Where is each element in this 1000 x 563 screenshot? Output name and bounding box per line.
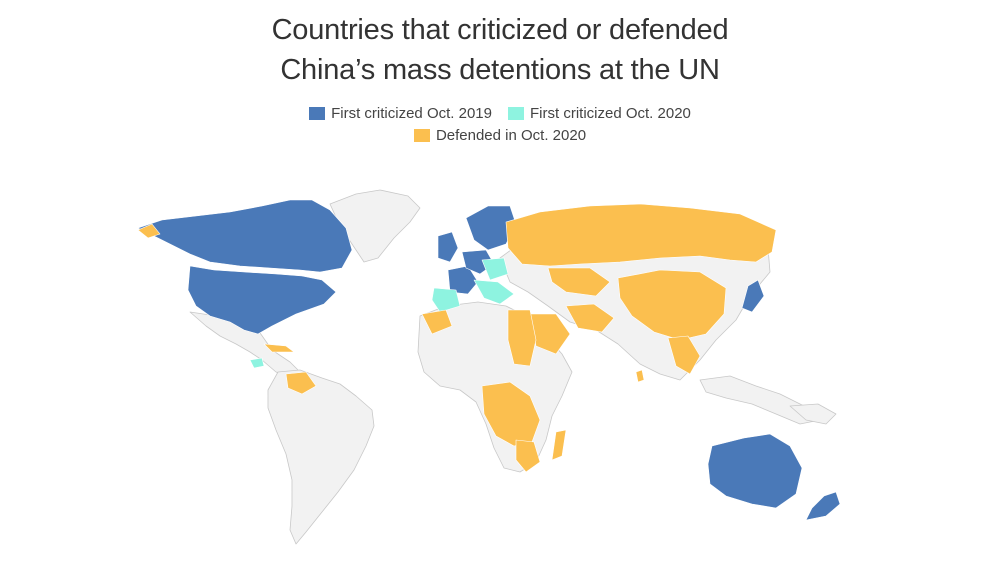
country-united-states [187,265,337,335]
legend-item-2020: First criticized Oct. 2020 [508,105,691,122]
legend: First criticized Oct. 2019 First critici… [0,102,1000,146]
country-canada [137,199,353,273]
legend-row-1: First criticized Oct. 2019 First critici… [0,102,1000,124]
country-sri-lanka [635,369,645,383]
country-china [617,269,727,341]
country-uk-ireland [437,231,459,263]
region-papua [789,403,837,425]
country-russia [505,203,777,267]
country-alaska [137,223,161,239]
title-line-2: China’s mass detentions at the UN [280,54,720,86]
swatch-teal-icon [508,106,524,120]
country-france [447,265,479,295]
swatch-yellow-icon [413,128,430,142]
legend-item-2019: First criticized Oct. 2019 [309,105,492,122]
country-kazakhstan [547,267,611,297]
country-venezuela [285,371,317,395]
country-italy-balkans [473,279,515,305]
country-iberia [431,287,461,313]
region-arctic-islands [329,189,421,263]
swatch-blue-icon [309,106,326,120]
country-japan [741,279,765,313]
country-australia [707,433,803,509]
legend-label-2020: First criticized Oct. 2020 [530,104,691,122]
country-new-zealand [805,491,841,521]
country-cuba [263,343,295,353]
country-central-europe [481,257,509,281]
country-madagascar [551,429,567,461]
region-maritime-se-asia [699,375,821,425]
chart-title: Countries that criticized or defended Ch… [0,10,1000,90]
region-south-america [267,369,375,545]
legend-label-2019: First criticized Oct. 2019 [331,104,492,122]
legend-item-defended: Defended in Oct. 2020 [413,126,587,144]
legend-row-2: Defended in Oct. 2020 [0,124,1000,146]
country-iran-pakistan [565,303,615,333]
country-egypt-sudan [507,309,537,367]
country-se-asia-mainland [667,335,701,375]
country-north-africa-west [421,309,453,335]
title-line-1: Countries that criticized or defended [271,14,729,46]
legend-label-defended: Defended in Oct. 2020 [435,126,587,144]
country-southern-africa [515,439,541,473]
country-honduras [249,357,265,369]
